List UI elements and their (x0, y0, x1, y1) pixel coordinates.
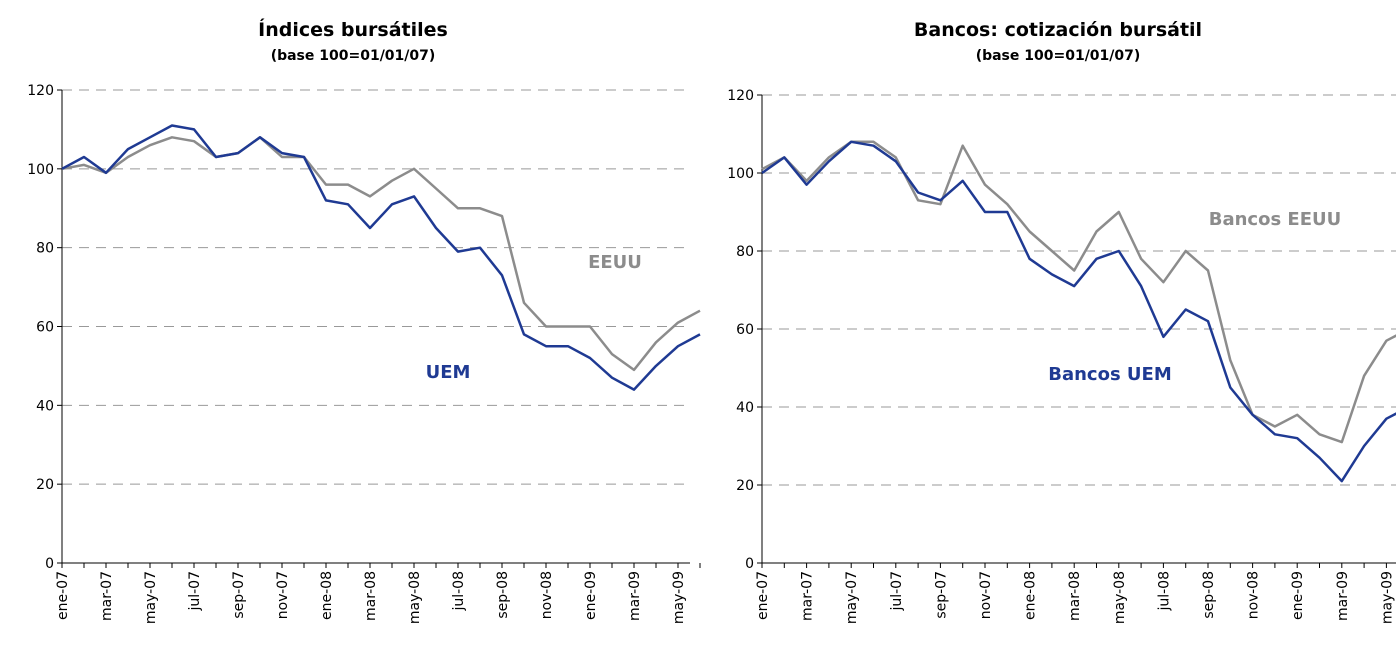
x-tick-label: sep-07 (933, 571, 949, 619)
series-line (761, 140, 1396, 444)
series-line (761, 140, 1396, 483)
x-tick-label: jul-08 (1156, 571, 1172, 612)
series-label: Bancos UEM (1048, 364, 1172, 385)
x-tick-label: jul-07 (187, 571, 203, 612)
x-tick-label: mar-08 (363, 571, 379, 621)
chart-subtitle: (base 100=01/01/07) (271, 48, 436, 64)
x-tick-label: may-09 (1379, 571, 1395, 624)
x-tick-label: ene-07 (55, 571, 71, 620)
series-line (61, 136, 701, 372)
chart-subtitle: (base 100=01/01/07) (976, 48, 1141, 64)
x-tick-label: nov-07 (978, 571, 994, 619)
y-tick-label: 60 (36, 320, 54, 336)
x-tick-label: mar-09 (1335, 571, 1351, 621)
y-tick-label: 120 (27, 83, 54, 99)
y-tick-label: 20 (736, 478, 754, 494)
x-tick-label: jul-07 (889, 571, 905, 612)
y-tick-label: 100 (727, 166, 754, 182)
x-tick-label: ene-08 (1023, 571, 1039, 620)
y-tick-label: 40 (736, 400, 754, 416)
chart-title: Índices bursátiles (258, 18, 448, 41)
y-tick-label: 60 (736, 322, 754, 338)
y-tick-label: 20 (36, 477, 54, 493)
x-tick-label: sep-08 (495, 571, 511, 619)
y-tick-label: 120 (727, 88, 754, 104)
y-tick-label: 80 (36, 241, 54, 257)
series-label: UEM (426, 362, 471, 383)
x-tick-label: ene-08 (319, 571, 335, 620)
x-tick-label: sep-08 (1201, 571, 1217, 619)
x-tick-label: nov-08 (1246, 571, 1262, 619)
y-tick-label: 0 (745, 556, 754, 572)
series-line (61, 124, 701, 391)
x-tick-label: nov-07 (275, 571, 291, 619)
x-tick-label: sep-07 (231, 571, 247, 619)
y-tick-label: 100 (27, 162, 54, 178)
x-tick-label: mar-07 (800, 571, 816, 621)
x-tick-label: may-08 (1112, 571, 1128, 624)
x-tick-label: mar-07 (99, 571, 115, 621)
x-tick-label: may-09 (671, 571, 687, 624)
x-tick-label: ene-09 (583, 571, 599, 620)
x-tick-label: mar-09 (627, 571, 643, 621)
x-tick-label: may-07 (844, 571, 860, 624)
x-tick-label: mar-08 (1067, 571, 1083, 621)
x-tick-label: may-07 (143, 571, 159, 624)
y-tick-label: 80 (736, 244, 754, 260)
y-tick-label: 0 (45, 556, 54, 572)
x-tick-label: ene-09 (1290, 571, 1306, 620)
series-label: EEUU (588, 252, 642, 273)
series-label: Bancos EEUU (1209, 209, 1342, 230)
x-tick-label: may-08 (407, 571, 423, 624)
x-tick-label: nov-08 (539, 571, 555, 619)
y-tick-label: 40 (36, 398, 54, 414)
x-tick-label: jul-08 (451, 571, 467, 612)
chart-title: Bancos: cotización bursátil (914, 19, 1202, 41)
x-tick-label: ene-07 (755, 571, 771, 620)
